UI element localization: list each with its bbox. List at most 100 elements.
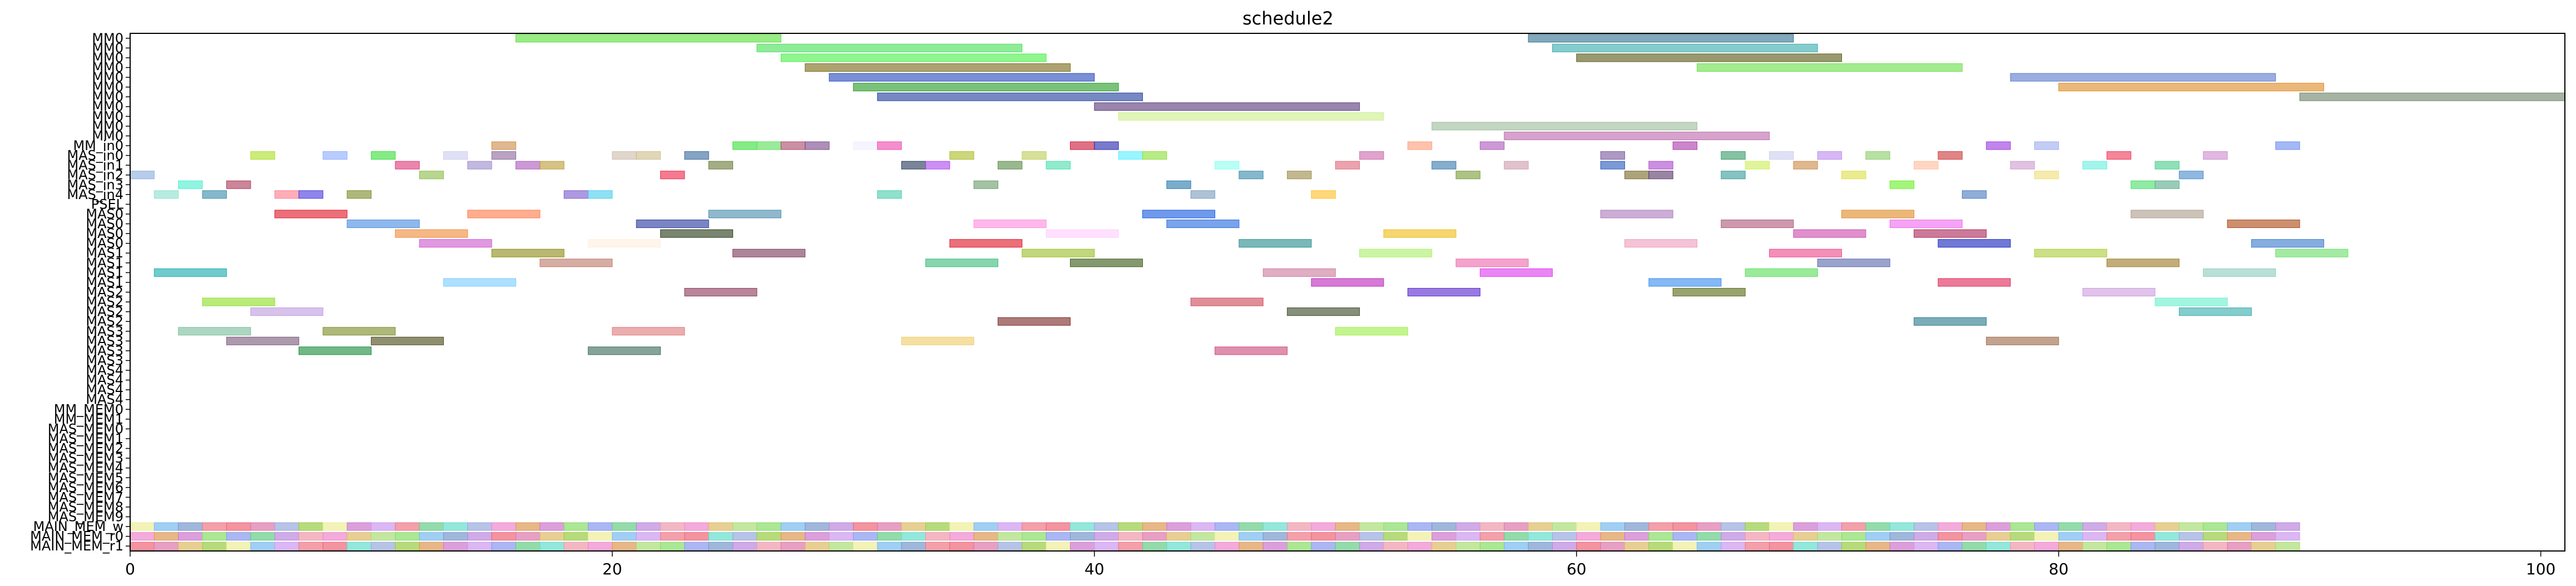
schedule-bar — [660, 171, 685, 180]
memory-cell — [1745, 522, 1770, 531]
memory-cell — [1721, 532, 1746, 541]
schedule-bar — [1672, 287, 1746, 297]
schedule-bar — [925, 259, 998, 267]
schedule-bar — [901, 161, 926, 170]
memory-cell — [2058, 532, 2083, 541]
memory-cell — [997, 522, 1023, 531]
memory-cell — [1986, 522, 2011, 531]
memory-cell — [1817, 532, 1842, 541]
memory-cell — [877, 532, 902, 541]
memory-cell — [419, 532, 444, 541]
memory-cell — [323, 522, 348, 531]
schedule-bar — [1166, 220, 1240, 229]
y-tick-label: MAS4 — [86, 382, 123, 398]
memory-cell — [467, 522, 492, 531]
memory-cell — [1046, 532, 1071, 541]
schedule-bar — [298, 346, 371, 355]
schedule-bar — [1287, 171, 1312, 180]
memory-cell — [732, 522, 757, 531]
schedule-bar — [588, 346, 661, 355]
schedule-bar — [877, 141, 902, 150]
memory-cell — [1094, 522, 1119, 531]
schedule-bar — [853, 83, 1119, 92]
memory-cell — [1697, 542, 1722, 550]
y-tick-label: MAS3 — [86, 352, 123, 368]
y-tick-label: MAS3 — [86, 333, 123, 349]
schedule-bar — [1190, 190, 1216, 199]
memory-cell — [516, 542, 541, 550]
memory-cell — [1359, 532, 1384, 541]
schedule-bar — [612, 327, 685, 336]
schedule-bar — [1552, 43, 1818, 52]
memory-cell — [2203, 532, 2228, 541]
memory-cell — [153, 542, 179, 550]
y-tick-label: MM0 — [92, 50, 123, 66]
memory-cell — [395, 532, 420, 541]
memory-cell — [636, 542, 661, 550]
memory-cell — [1865, 542, 1890, 550]
y-tick-label: MAS_MEM4 — [48, 460, 123, 476]
memory-cell — [298, 522, 324, 531]
x-tick-label: 0 — [125, 560, 135, 578]
memory-cell — [1841, 542, 1866, 550]
memory-cell — [1022, 532, 1047, 541]
y-tick-label: MAS_MEM7 — [48, 489, 123, 505]
schedule-bar — [2227, 220, 2300, 229]
memory-cell — [1407, 522, 1433, 531]
memory-cell — [853, 532, 878, 541]
memory-cell — [805, 522, 830, 531]
schedule-bar — [1600, 210, 1673, 218]
schedule-bar — [1070, 141, 1095, 150]
memory-cell — [298, 542, 324, 550]
memory-cell — [1262, 522, 1288, 531]
memory-cell — [1648, 532, 1673, 541]
memory-cell — [346, 522, 371, 531]
schedule-bar — [1648, 278, 1722, 287]
memory-cell — [1383, 522, 1408, 531]
memory-cell — [1721, 522, 1746, 531]
memory-cell — [130, 532, 155, 541]
schedule-bar — [467, 161, 492, 170]
memory-cell — [2251, 542, 2276, 550]
memory-cell — [1166, 532, 1191, 541]
memory-cell — [1070, 532, 1095, 541]
memory-cell — [539, 522, 564, 531]
memory-cell — [2058, 522, 2083, 531]
memory-cell — [1094, 542, 1119, 550]
schedule-bar — [1479, 141, 1505, 150]
memory-cell — [660, 532, 685, 541]
memory-cell — [491, 532, 517, 541]
y-tick-label: MAS2 — [86, 294, 123, 310]
memory-cell — [1504, 542, 1529, 550]
schedule-bar — [1914, 317, 1987, 326]
schedule-bar — [1938, 151, 1963, 160]
schedule-bar — [684, 151, 709, 160]
schedule-bar — [805, 63, 1071, 72]
memory-cell — [949, 522, 974, 531]
schedule-bar — [2203, 268, 2276, 277]
schedule-bar — [1407, 141, 1433, 150]
schedule-bar — [250, 307, 324, 316]
schedule-bar — [419, 239, 492, 248]
memory-cell — [2131, 522, 2156, 531]
memory-cell — [2227, 532, 2252, 541]
memory-cell — [901, 532, 926, 541]
y-tick-label: MAS_MEM9 — [48, 509, 123, 525]
schedule-bar — [1817, 259, 1890, 267]
y-tick-label: MM0 — [92, 118, 123, 134]
memory-cell — [1359, 542, 1384, 550]
memory-cell — [1986, 542, 2011, 550]
y-tick-label: MM_MEM0 — [54, 401, 123, 417]
memory-cell — [997, 542, 1023, 550]
schedule-bar — [395, 161, 420, 170]
memory-cell — [1576, 542, 1601, 550]
memory-cell — [949, 542, 974, 550]
schedule-bar — [1094, 102, 1360, 111]
memory-cell — [1022, 522, 1047, 531]
memory-cell — [1455, 522, 1480, 531]
schedule-bar — [1841, 171, 1866, 180]
memory-cell — [1817, 542, 1842, 550]
memory-cell — [226, 522, 251, 531]
schedule-bar — [1938, 278, 2011, 287]
schedule-bar — [539, 161, 564, 170]
